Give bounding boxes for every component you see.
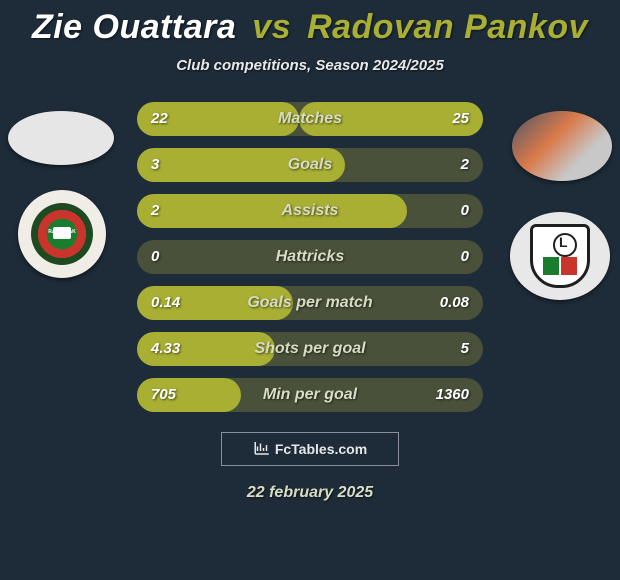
stat-row: 0Hattricks0	[137, 240, 483, 274]
comparison-title: Zie Ouattara vs Radovan Pankov	[0, 0, 620, 47]
branding-text: FcTables.com	[275, 441, 367, 457]
stat-label: Shots per goal	[137, 332, 483, 366]
subtitle: Club competitions, Season 2024/2025	[0, 57, 620, 74]
stat-value-right: 5	[461, 332, 469, 366]
stat-row: 705Min per goal1360	[137, 378, 483, 412]
stat-label: Matches	[137, 102, 483, 136]
stat-row: 3Goals2	[137, 148, 483, 182]
player2-avatar	[512, 111, 612, 181]
player2-club-logo	[510, 212, 610, 300]
stat-label: Hattricks	[137, 240, 483, 274]
stat-label: Goals	[137, 148, 483, 182]
stat-value-right: 2	[461, 148, 469, 182]
stat-label: Goals per match	[137, 286, 483, 320]
stats-bars: 22Matches253Goals22Assists00Hattricks00.…	[137, 102, 483, 424]
vs-separator: vs	[252, 8, 291, 46]
stat-value-right: 25	[452, 102, 469, 136]
comparison-date: 22 february 2025	[0, 484, 620, 502]
stat-value-right: 0	[461, 194, 469, 228]
stat-row: 4.33Shots per goal5	[137, 332, 483, 366]
player1-avatar	[8, 111, 114, 165]
stat-value-right: 1360	[436, 378, 469, 412]
stat-row: 22Matches25	[137, 102, 483, 136]
stat-value-right: 0	[461, 240, 469, 274]
player2-name: Radovan Pankov	[307, 8, 588, 46]
stat-value-right: 0.08	[440, 286, 469, 320]
stat-row: 0.14Goals per match0.08	[137, 286, 483, 320]
branding-box: FcTables.com	[221, 432, 399, 466]
stat-row: 2Assists0	[137, 194, 483, 228]
chart-icon	[253, 439, 271, 460]
comparison-content: 22Matches253Goals22Assists00Hattricks00.…	[0, 102, 620, 422]
stat-label: Min per goal	[137, 378, 483, 412]
stat-label: Assists	[137, 194, 483, 228]
player1-club-logo	[18, 190, 106, 278]
player1-name: Zie Ouattara	[32, 8, 236, 46]
